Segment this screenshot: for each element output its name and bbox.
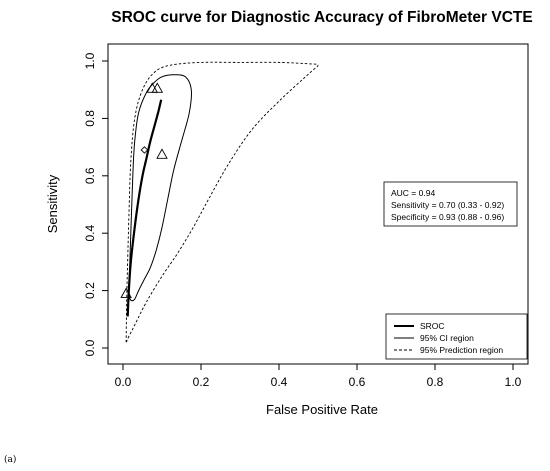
y-tick-label: 0.0 bbox=[83, 339, 97, 356]
stats-specificity: Specificity = 0.93 (0.88 - 0.96) bbox=[391, 212, 504, 222]
series-layer bbox=[125, 61, 319, 343]
y-axis-title: Sensitivity bbox=[45, 174, 60, 233]
stats-box: AUC = 0.94 Sensitivity = 0.70 (0.33 - 0.… bbox=[383, 181, 518, 227]
x-axis-title: False Positive Rate bbox=[266, 402, 378, 417]
study-point bbox=[120, 287, 132, 298]
legend-frame bbox=[385, 313, 528, 360]
x-tick-label: 0.8 bbox=[427, 375, 444, 389]
stats-sensitivity: Sensitivity = 0.70 (0.33 - 0.92) bbox=[391, 200, 504, 210]
x-tick-label: 0.0 bbox=[115, 375, 132, 389]
x-tick-label: 0.6 bbox=[349, 375, 366, 389]
y-tick-label: 0.4 bbox=[83, 225, 97, 242]
series-95-prediction-region bbox=[125, 61, 319, 343]
legend-label-prediction: 95% Prediction region bbox=[420, 345, 503, 355]
x-tick-label: 1.0 bbox=[505, 375, 522, 389]
x-tick-label: 0.4 bbox=[271, 375, 288, 389]
stats-box-frame bbox=[383, 181, 518, 227]
legend-label-ci: 95% CI region bbox=[420, 333, 474, 343]
y-tick-label: 0.8 bbox=[83, 110, 97, 127]
series-sroc bbox=[126, 99, 163, 317]
study-point bbox=[156, 148, 168, 159]
legend-label-sroc: SROC bbox=[420, 321, 445, 331]
legend: SROC 95% CI region 95% Prediction region bbox=[385, 313, 528, 360]
x-tick-label: 0.2 bbox=[193, 375, 210, 389]
y-tick-label: 1.0 bbox=[83, 52, 97, 69]
x-axis: 0.0 0.2 0.4 0.6 0.8 1.0 bbox=[115, 364, 522, 389]
plot-box bbox=[107, 43, 529, 365]
chart-title: SROC curve for Diagnostic Accuracy of Fi… bbox=[111, 9, 532, 26]
y-tick-label: 0.6 bbox=[83, 167, 97, 184]
series-95-ci-region bbox=[128, 74, 192, 302]
study-points bbox=[120, 82, 168, 298]
y-tick-label: 0.2 bbox=[83, 282, 97, 299]
stats-auc: AUC = 0.94 bbox=[391, 188, 435, 198]
y-axis: 0.0 0.2 0.4 0.6 0.8 1.0 bbox=[83, 52, 108, 356]
summary-point bbox=[140, 146, 149, 154]
study-point bbox=[151, 82, 164, 93]
figure-caption: (a) bbox=[4, 454, 16, 465]
